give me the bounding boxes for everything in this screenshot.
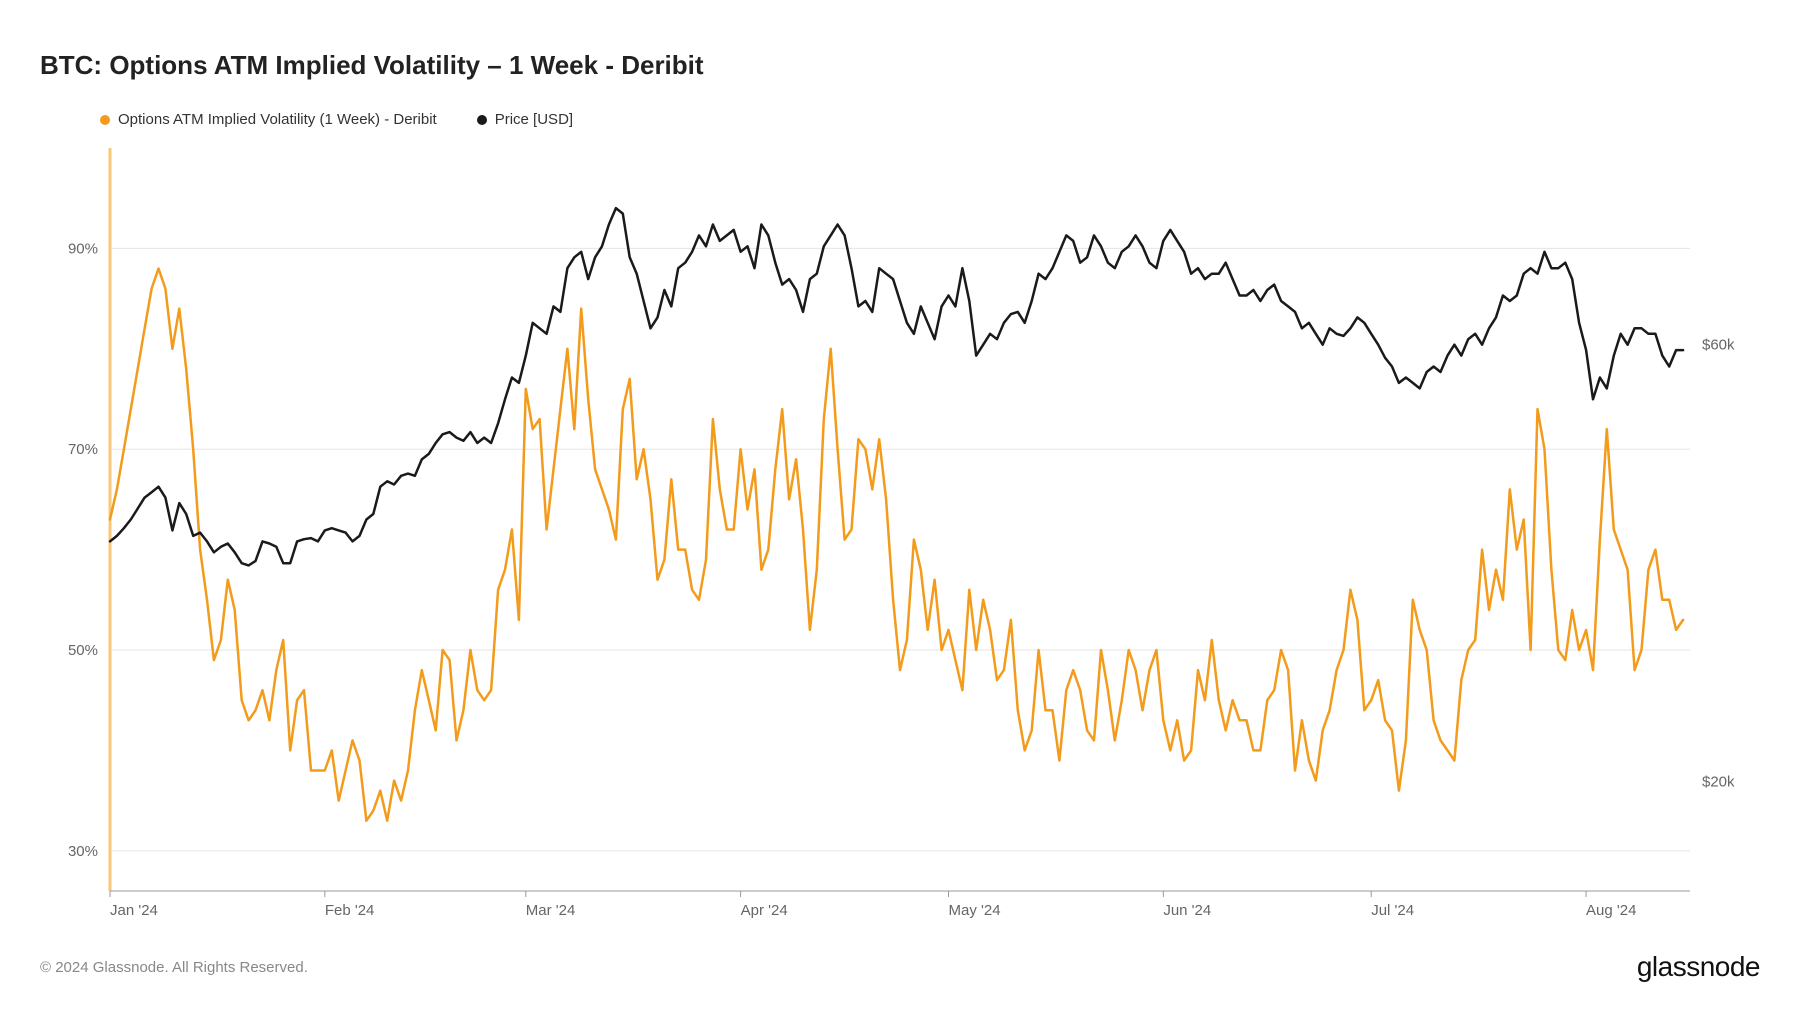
brand-logo: glassnode [1637,951,1760,983]
legend-item-volatility: Options ATM Implied Volatility (1 Week) … [100,111,437,128]
svg-text:50%: 50% [68,642,98,659]
legend-dot-price [477,115,487,125]
svg-text:May '24: May '24 [949,902,1001,919]
legend-label-volatility: Options ATM Implied Volatility (1 Week) … [118,111,437,128]
svg-text:Jun '24: Jun '24 [1163,902,1211,919]
legend-item-price: Price [USD] [477,111,573,128]
copyright-text: © 2024 Glassnode. All Rights Reserved. [40,959,308,976]
svg-text:Aug '24: Aug '24 [1586,902,1636,919]
chart-title: BTC: Options ATM Implied Volatility – 1 … [40,50,1760,81]
svg-text:30%: 30% [68,843,98,860]
legend: Options ATM Implied Volatility (1 Week) … [40,111,1760,128]
svg-text:$60k: $60k [1702,337,1735,354]
svg-text:70%: 70% [68,441,98,458]
svg-text:Feb '24: Feb '24 [325,902,375,919]
svg-text:Jan '24: Jan '24 [110,902,158,919]
legend-label-price: Price [USD] [495,111,573,128]
chart-area: 30% 50% 70% 90% $20k $60k Jan '24 Feb '24 Mar '2… [40,138,1760,931]
svg-text:90%: 90% [68,240,98,257]
line-chart-svg: 30% 50% 70% 90% $20k $60k Jan '24 Feb '24 Mar '2… [40,138,1760,931]
svg-text:Apr '24: Apr '24 [741,902,788,919]
svg-text:Mar '24: Mar '24 [526,902,576,919]
svg-text:Jul '24: Jul '24 [1371,902,1414,919]
svg-text:$20k: $20k [1702,774,1735,791]
legend-dot-volatility [100,115,110,125]
